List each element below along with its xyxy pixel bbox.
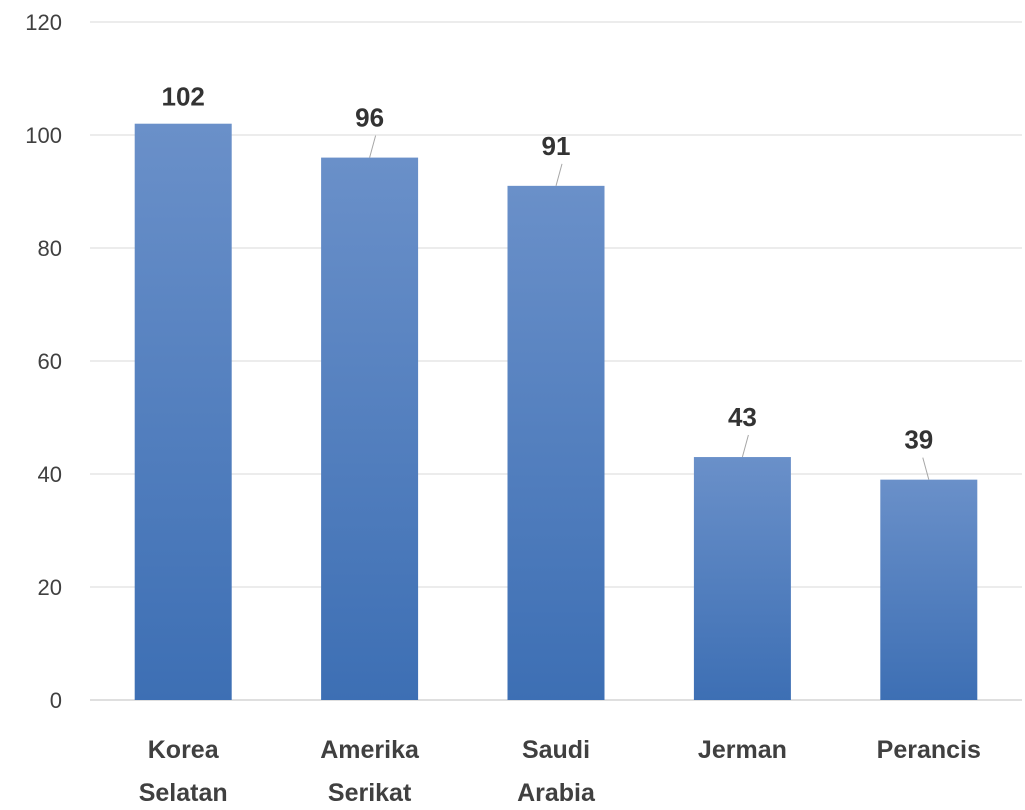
category-label-line: Serikat xyxy=(328,779,412,807)
data-labels: 102 96 91 43 39 xyxy=(162,82,934,455)
y-axis-tick-labels: 0 20 40 60 80 100 120 xyxy=(25,10,62,713)
category-label-line: Korea xyxy=(148,736,220,764)
data-label-leaders xyxy=(369,135,930,480)
bars xyxy=(134,123,978,701)
category-label-line: Selatan xyxy=(139,779,228,807)
category-label: Perancis xyxy=(877,736,981,764)
bar xyxy=(321,157,419,701)
category-label: Amerika Serikat xyxy=(320,736,420,807)
y-tick-label: 20 xyxy=(38,575,62,600)
y-tick-label: 60 xyxy=(38,349,62,374)
bar xyxy=(693,457,791,700)
data-label-leader xyxy=(555,163,563,186)
data-label: 43 xyxy=(728,402,757,432)
category-label-line: Saudi xyxy=(522,736,590,764)
y-tick-label: 0 xyxy=(50,688,62,713)
y-tick-label: 80 xyxy=(38,236,62,261)
data-label: 39 xyxy=(904,425,933,455)
y-tick-label: 100 xyxy=(25,123,62,148)
category-label-line: Arabia xyxy=(517,779,596,807)
y-tick-label: 40 xyxy=(38,462,62,487)
data-label: 96 xyxy=(355,103,384,133)
bar xyxy=(507,185,605,701)
bar xyxy=(134,123,232,700)
category-label: Saudi Arabia xyxy=(517,736,596,807)
category-label-line: Perancis xyxy=(877,736,981,764)
data-label-leader xyxy=(369,135,377,158)
category-label: Jerman xyxy=(698,736,787,764)
x-axis-category-labels: Korea Selatan Amerika Serikat Saudi Arabia Jer… xyxy=(139,736,981,807)
data-label-leader xyxy=(741,434,749,458)
y-tick-label: 120 xyxy=(25,10,62,35)
data-label-leader xyxy=(922,457,930,480)
data-label: 91 xyxy=(542,131,571,161)
bar xyxy=(880,479,978,700)
category-label-line: Jerman xyxy=(698,736,787,764)
data-label: 102 xyxy=(162,82,205,112)
category-label-line: Amerika xyxy=(320,736,420,764)
category-label: Korea Selatan xyxy=(139,736,228,807)
